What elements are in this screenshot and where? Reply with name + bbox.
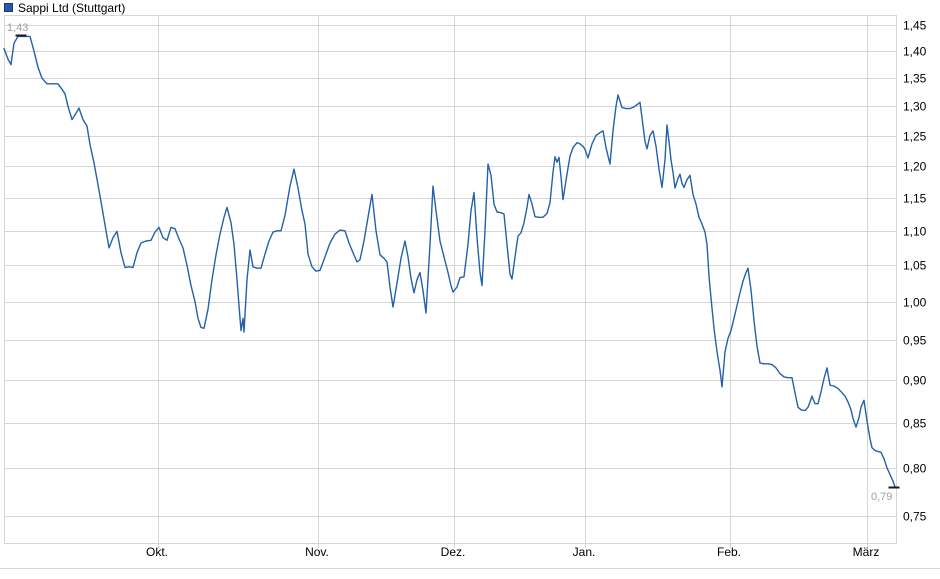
y-tick-label: 1,10 bbox=[903, 225, 927, 239]
x-tick-label: Feb. bbox=[717, 545, 741, 559]
y-tick-label: 1,05 bbox=[903, 259, 927, 273]
y-tick-label: 1,40 bbox=[903, 45, 927, 59]
y-tick-label: 0,90 bbox=[903, 374, 927, 388]
y-tick-label: 0,75 bbox=[903, 510, 927, 524]
y-tick-label: 0,85 bbox=[903, 417, 927, 431]
x-tick-label: Okt. bbox=[146, 545, 168, 559]
plot-frame bbox=[4, 15, 897, 544]
chart-title: Sappi Ltd (Stuttgart) bbox=[18, 1, 126, 15]
x-tick-label: Dez. bbox=[441, 545, 466, 559]
x-tick-label: Nov. bbox=[305, 545, 329, 559]
end-price-label: 0,79 bbox=[871, 491, 893, 503]
chart-header: Sappi Ltd (Stuttgart) bbox=[0, 0, 400, 16]
y-tick-label: 0,95 bbox=[903, 334, 927, 348]
start-price-label: 1,43 bbox=[7, 22, 29, 34]
y-tick-label: 1,00 bbox=[903, 296, 927, 310]
series-legend-square-icon bbox=[4, 3, 13, 12]
y-tick-label: 1,45 bbox=[903, 19, 927, 33]
y-tick-label: 1,35 bbox=[903, 72, 927, 86]
y-tick-label: 1,30 bbox=[903, 100, 927, 114]
price-line bbox=[3, 35, 896, 488]
y-tick-label: 1,15 bbox=[903, 192, 927, 206]
x-tick-label: Jan. bbox=[573, 545, 596, 559]
y-tick-label: 1,20 bbox=[903, 160, 927, 174]
x-tick-label: März bbox=[853, 545, 880, 559]
y-tick-label: 1,25 bbox=[903, 130, 927, 144]
y-tick-label: 0,80 bbox=[903, 462, 927, 476]
